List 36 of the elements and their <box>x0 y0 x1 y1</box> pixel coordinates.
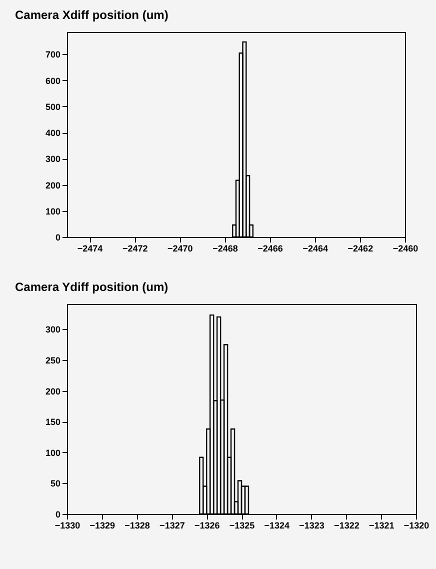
x-tick-label: −2462 <box>348 244 374 254</box>
x-tick-label: −1320 <box>404 520 430 530</box>
x-tick-label: −2470 <box>168 244 193 254</box>
y-tick-label: 700 <box>45 50 60 60</box>
x-tick-label: −1322 <box>334 520 360 530</box>
y-tick-label: 50 <box>50 478 60 489</box>
x-tick-label: −2464 <box>302 244 328 254</box>
x-tick-label: −1328 <box>124 520 150 530</box>
y-tick-label: 300 <box>45 324 60 335</box>
x-tick-label: −2466 <box>258 244 283 254</box>
y-tick-label: 200 <box>45 386 60 396</box>
x-tick-label: −1324 <box>264 520 290 530</box>
y-tick-label: 600 <box>45 76 60 86</box>
x-tick-label: −1323 <box>299 520 324 530</box>
chart-title: Camera Ydiff position (um) <box>14 280 168 294</box>
y-tick-label: 0 <box>55 510 60 520</box>
y-tick-label: 250 <box>45 356 60 366</box>
x-tick-label: −1327 <box>160 520 185 530</box>
x-tick-label: −2460 <box>392 244 418 254</box>
y-tick-label: 200 <box>45 180 60 190</box>
y-tick-label: 150 <box>45 417 60 428</box>
x-tick-label: −2474 <box>77 244 103 254</box>
x-tick-label: −1325 <box>229 520 255 530</box>
y-tick-label: 300 <box>45 154 60 164</box>
y-tick-label: 100 <box>45 206 60 216</box>
y-tick-label: 400 <box>45 128 60 138</box>
y-tick-label: 100 <box>45 448 60 458</box>
y-tick-label: 0 <box>55 232 60 242</box>
y-tick-label: 500 <box>45 102 60 112</box>
x-tick-label: −1321 <box>368 520 394 530</box>
x-tick-label: −1330 <box>54 520 80 530</box>
x-tick-label: −1326 <box>194 520 220 530</box>
chart-title: Camera Xdiff position (um) <box>14 8 168 22</box>
x-tick-label: −1329 <box>90 520 116 530</box>
x-tick-label: −2468 <box>212 244 238 254</box>
x-tick-label: −2472 <box>122 244 148 254</box>
